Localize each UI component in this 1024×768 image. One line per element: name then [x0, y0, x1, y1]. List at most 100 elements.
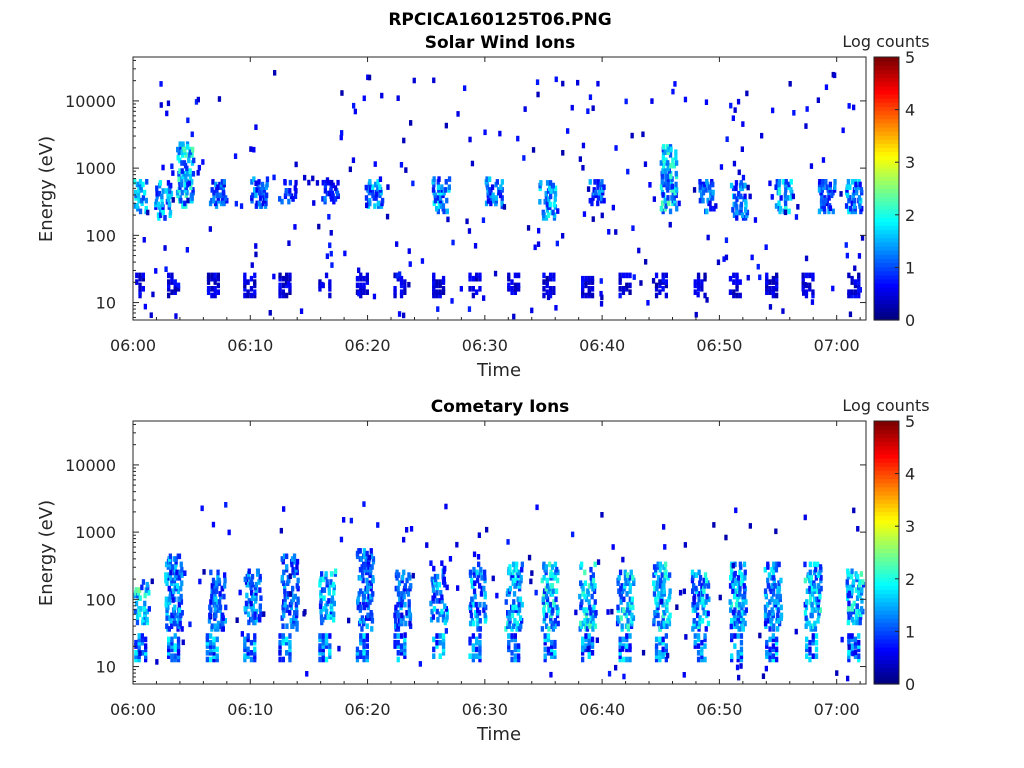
spectrogram-cell: [253, 282, 257, 289]
spectrogram-cell: [857, 253, 862, 259]
spectrogram-cell: [662, 162, 666, 169]
spectrogram-cell: [771, 289, 775, 295]
spectrogram-cell: [167, 653, 171, 659]
spectrogram-cell: [512, 599, 516, 605]
spectrogram-cell: [510, 636, 514, 643]
spectrogram-cell: [165, 110, 169, 117]
spectrogram-cell: [147, 606, 151, 612]
spectrogram-cell: [706, 620, 711, 627]
spectrogram-cell: [288, 643, 292, 649]
spectrogram-cell: [583, 593, 587, 600]
spectrogram-cell: [630, 612, 634, 619]
colorbar-swatch: [874, 667, 899, 673]
spectrogram-cell: [227, 529, 231, 536]
spectrogram-cell: [324, 272, 329, 279]
spectrogram-cell: [282, 506, 286, 512]
spectrogram-cell: [510, 286, 514, 292]
spectrogram-cell: [362, 633, 366, 639]
spectrogram-cell: [803, 561, 807, 568]
spectrogram-cell: [661, 286, 665, 292]
spectrogram-cell: [431, 587, 436, 593]
spectrogram-cell: [586, 186, 591, 192]
spectrogram-cell: [555, 604, 559, 611]
spectrogram-cell: [808, 561, 812, 568]
spectrogram-cell: [692, 572, 697, 578]
spectrogram-cell: [441, 643, 446, 649]
spectrogram-cell: [507, 282, 511, 289]
spectrogram-cell: [581, 646, 585, 653]
spectrogram-cell: [626, 623, 630, 629]
spectrogram-cell: [777, 618, 781, 624]
spectrogram-cell: [815, 588, 820, 594]
colorbar-swatch: [874, 69, 899, 75]
spectrogram-cell: [704, 99, 709, 105]
colorbar-swatch: [874, 283, 899, 288]
spectrogram-cell: [467, 228, 472, 234]
spectrogram-cell: [471, 653, 475, 659]
spectrogram-cell: [683, 542, 687, 548]
spectrogram-cell: [246, 633, 250, 639]
spectrogram-cell: [182, 160, 187, 166]
spectrogram-cell: [847, 656, 851, 663]
colorbar-swatch: [874, 213, 899, 218]
spectrogram-cell: [741, 610, 745, 616]
colorbar-swatch: [874, 233, 899, 239]
spectrogram-cell: [188, 149, 193, 156]
spectrogram-cell: [854, 614, 858, 620]
spectrogram-cell: [810, 612, 814, 619]
spectrogram-cell: [736, 650, 740, 656]
spectrogram-cell: [135, 181, 139, 188]
spectrogram-cell: [625, 656, 629, 663]
spectrogram-cell: [404, 167, 408, 173]
spectrogram-cell: [483, 575, 487, 581]
spectrogram-cell: [318, 646, 322, 653]
spectrogram-cell: [771, 643, 775, 649]
spectrogram-cell: [289, 618, 293, 624]
spectrogram-cell: [506, 539, 510, 545]
spectrogram-cell: [728, 275, 733, 282]
spectrogram-cell: [441, 279, 446, 285]
spectrogram-cell: [137, 197, 141, 204]
spectrogram-cell: [206, 275, 211, 282]
spectrogram-cell: [777, 189, 782, 196]
spectrogram-cell: [481, 217, 486, 223]
spectrogram-cell: [365, 650, 369, 656]
spectrogram-cell: [587, 286, 591, 292]
spectrogram-cell: [693, 639, 697, 646]
colorbar-swatch: [874, 568, 899, 574]
spectrogram-cell: [436, 208, 440, 215]
spectrogram-cell: [536, 91, 540, 98]
spectrogram-cell: [805, 646, 809, 653]
spectrogram-cell: [432, 653, 436, 659]
spectrogram-cell: [285, 275, 289, 282]
spectrogram-cell: [656, 612, 660, 619]
spectrogram-cell: [376, 200, 380, 207]
spectrogram-cell: [703, 633, 707, 639]
spectrogram-cell: [696, 650, 701, 656]
spectrogram-cell: [783, 209, 788, 216]
spectrogram-cell: [253, 611, 257, 618]
spectrogram-cell: [435, 590, 439, 596]
spectrogram-cell: [328, 292, 332, 299]
spectrogram-cell: [175, 569, 179, 576]
spectrogram-cell: [553, 643, 557, 649]
spectrogram-cell: [662, 620, 666, 627]
spectrogram-cell: [770, 583, 774, 589]
spectrogram-cell: [441, 636, 446, 643]
spectrogram-cell: [141, 272, 145, 279]
x-axis-label: Time: [476, 360, 521, 381]
spectrogram-cell: [857, 292, 861, 299]
spectrogram-cell: [630, 132, 634, 139]
spectrogram-cell: [278, 292, 282, 299]
spectrogram-cell: [808, 599, 812, 605]
spectrogram-cell: [588, 179, 592, 185]
spectrogram-cell: [170, 279, 174, 285]
spectrogram-cell: [273, 70, 277, 76]
spectrogram-cell: [547, 585, 552, 592]
spectrogram-cell: [288, 272, 292, 279]
colorbar-swatch: [874, 61, 899, 66]
spectrogram-cell: [662, 181, 666, 188]
spectrogram-cell: [170, 636, 174, 643]
spectrogram-cell: [811, 289, 815, 295]
spectrogram-cell: [440, 560, 444, 566]
